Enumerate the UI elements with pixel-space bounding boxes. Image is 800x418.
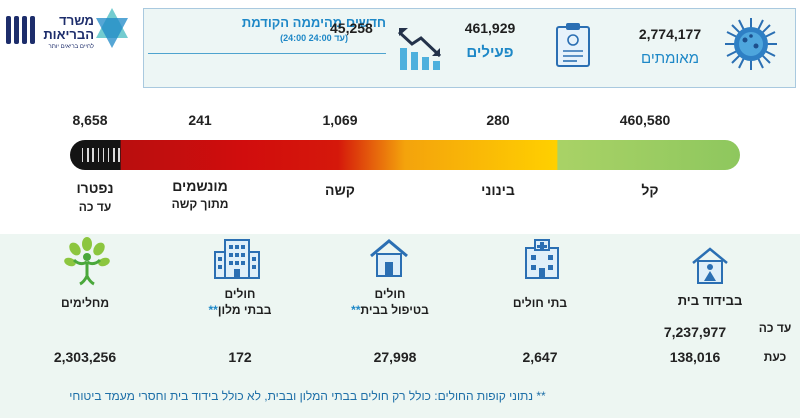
severity-deceased-label: נפטרו [76,180,114,196]
menorah-icon [6,16,36,44]
severity-ventilated-sublabel: מתוך קשה [171,197,229,211]
new-cases-title: חדשים מהיממה הקודמת [241,15,386,30]
active-value: 461,929 [464,20,516,36]
hotels-stars: ** [208,303,218,317]
logo-name: משרד הבריאות [38,14,94,42]
home-care-label2: בטיפול בבית [360,303,429,317]
bar-tick [113,148,115,162]
severity-severe-label: קשה [325,182,355,198]
bar-tick [108,148,110,162]
hospital-icon [525,239,559,279]
bar-tick [102,148,105,162]
hotels-value: 172 [228,349,252,365]
bar-tick [97,148,99,162]
bar-tick [87,148,89,162]
hospitals-label: בתי חולים [512,296,568,310]
deceased-ticks [70,148,740,162]
severity-bar [70,140,740,170]
bar-chart-down-icon [397,28,442,70]
bar-tick [82,148,84,162]
severity-ventilated-label: מונשמים [172,178,228,194]
footnote: ** נתוני קופות החולים: כולל רק חולים בבת… [69,389,546,403]
summary-panel [143,8,796,88]
virus-icon [725,18,777,70]
house-person-icon [692,247,728,284]
severity-deceased-sublabel: עד כה [78,200,112,214]
logo-name-line2: הבריאות [43,27,94,42]
star-of-david-icon [96,8,128,48]
confirmed-label: מאומתים [640,50,700,67]
ministry-logo: משרד הבריאות לחיים בריאים יותר [6,6,131,56]
home-care-label1: חולים [374,287,406,301]
clipboard-icon [556,23,590,67]
bar-tick [92,148,94,162]
active-label: פעילים [466,44,514,61]
isolation-label: בבידוד בית [677,293,743,308]
severity-deceased-value: 8,658 [72,112,108,128]
isolation-now-value: 138,016 [669,349,721,365]
severity-moderate-label: בינוני [481,182,515,198]
isolation-now-label: כעת [763,350,787,364]
severity-ventilated-value: 241 [188,112,212,128]
isolation-until-value: 7,237,977 [663,324,727,340]
hospitals-value: 2,647 [522,349,558,365]
confirmed-value: 2,774,177 [638,26,702,42]
recovered-value: 2,303,256 [53,349,117,365]
new-cases-subtitle: (24:00 עד 24:00) [280,33,348,43]
home-care-label2-wrap: בטיפול בבית** [330,303,450,317]
home-care-value: 27,998 [373,349,417,365]
hotels-label2-wrap: בבתי מלון** [185,303,295,317]
severity-mild-label: קל [641,182,659,198]
new-cases-divider [148,53,386,54]
hotel-icon [214,239,260,279]
hotels-label2: בבתי מלון [217,303,272,317]
recovered-label: מחלימים [60,296,110,310]
severity-moderate-value: 280 [486,112,510,128]
severity-mild-value: 460,580 [619,112,671,128]
logo-slogan: לחיים בריאים יותר [48,44,94,50]
hotels-label1: חולים [224,287,256,301]
recovered-person-icon [64,237,110,286]
home-icon [370,239,408,277]
severity-severe-value: 1,069 [322,112,358,128]
isolation-until-label: עד כה [758,321,792,335]
bar-tick [118,148,120,162]
home-care-stars: ** [351,303,361,317]
new-cases-value: 45,258 [330,20,373,36]
logo-name-line1: משרד [59,13,94,28]
